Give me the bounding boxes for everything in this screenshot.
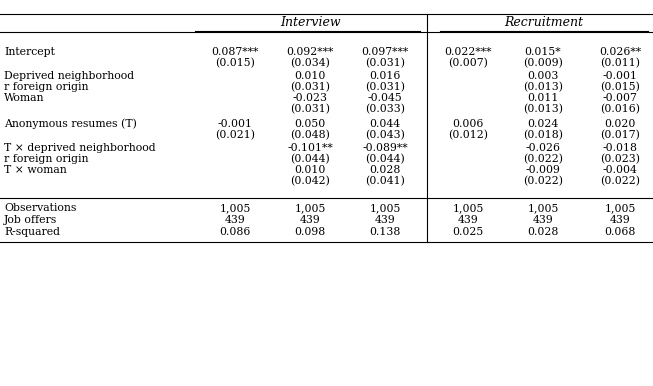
Text: (0.034): (0.034) xyxy=(290,58,330,68)
Text: 439: 439 xyxy=(225,215,246,225)
Text: (0.031): (0.031) xyxy=(365,82,405,92)
Text: 0.028: 0.028 xyxy=(528,227,559,237)
Text: (0.007): (0.007) xyxy=(448,58,488,68)
Text: (0.011): (0.011) xyxy=(600,58,640,68)
Text: T × deprived neighborhood: T × deprived neighborhood xyxy=(4,143,155,153)
Text: 0.087***: 0.087*** xyxy=(212,47,259,57)
Text: Intercept: Intercept xyxy=(4,47,55,57)
Text: 0.016: 0.016 xyxy=(370,71,401,81)
Text: 0.011: 0.011 xyxy=(528,93,559,103)
Text: (0.012): (0.012) xyxy=(448,130,488,140)
Text: 439: 439 xyxy=(610,215,630,225)
Text: 0.003: 0.003 xyxy=(528,71,559,81)
Text: 439: 439 xyxy=(300,215,321,225)
Text: 0.010: 0.010 xyxy=(295,165,326,175)
Text: 0.138: 0.138 xyxy=(370,227,401,237)
Text: (0.013): (0.013) xyxy=(523,82,563,92)
Text: 0.006: 0.006 xyxy=(453,119,484,129)
Text: -0.089**: -0.089** xyxy=(362,143,408,153)
Text: r foreign origin: r foreign origin xyxy=(4,82,89,92)
Text: (0.031): (0.031) xyxy=(365,58,405,68)
Text: 439: 439 xyxy=(533,215,553,225)
Text: -0.004: -0.004 xyxy=(603,165,637,175)
Text: (0.021): (0.021) xyxy=(215,130,255,140)
Text: (0.041): (0.041) xyxy=(365,176,405,186)
Text: Deprived neighborhood: Deprived neighborhood xyxy=(4,71,134,81)
Text: (0.042): (0.042) xyxy=(290,176,330,186)
Text: T × woman: T × woman xyxy=(4,165,67,175)
Text: 1,005: 1,005 xyxy=(604,203,635,213)
Text: 1,005: 1,005 xyxy=(295,203,326,213)
Text: (0.018): (0.018) xyxy=(523,130,563,140)
Text: 0.026**: 0.026** xyxy=(599,47,641,57)
Text: Anonymous resumes (T): Anonymous resumes (T) xyxy=(4,119,137,129)
Text: 439: 439 xyxy=(458,215,479,225)
Text: (0.022): (0.022) xyxy=(600,176,640,186)
Text: Woman: Woman xyxy=(4,93,44,103)
Text: 0.050: 0.050 xyxy=(295,119,326,129)
Text: 0.010: 0.010 xyxy=(295,71,326,81)
Text: Recruitment: Recruitment xyxy=(505,15,584,29)
Text: Observations: Observations xyxy=(4,203,76,213)
Text: -0.101**: -0.101** xyxy=(287,143,333,153)
Text: (0.044): (0.044) xyxy=(365,154,405,164)
Text: 0.022***: 0.022*** xyxy=(444,47,492,57)
Text: (0.017): (0.017) xyxy=(600,130,640,140)
Text: Interview: Interview xyxy=(279,15,340,29)
Text: (0.023): (0.023) xyxy=(600,154,640,164)
Text: (0.033): (0.033) xyxy=(365,104,405,114)
Text: 0.098: 0.098 xyxy=(295,227,326,237)
Text: 1,005: 1,005 xyxy=(219,203,251,213)
Text: (0.031): (0.031) xyxy=(290,104,330,114)
Text: (0.022): (0.022) xyxy=(523,154,563,164)
Text: -0.045: -0.045 xyxy=(368,93,402,103)
Text: 1,005: 1,005 xyxy=(528,203,559,213)
Text: (0.016): (0.016) xyxy=(600,104,640,114)
Text: 1,005: 1,005 xyxy=(453,203,484,213)
Text: -0.009: -0.009 xyxy=(526,165,560,175)
Text: -0.001: -0.001 xyxy=(603,71,637,81)
Text: 0.028: 0.028 xyxy=(370,165,401,175)
Text: 0.068: 0.068 xyxy=(604,227,635,237)
Text: 0.086: 0.086 xyxy=(219,227,251,237)
Text: Job offers: Job offers xyxy=(4,215,57,225)
Text: 0.015*: 0.015* xyxy=(525,47,562,57)
Text: -0.018: -0.018 xyxy=(603,143,637,153)
Text: (0.009): (0.009) xyxy=(523,58,563,68)
Text: R-squared: R-squared xyxy=(4,227,60,237)
Text: -0.001: -0.001 xyxy=(217,119,253,129)
Text: (0.015): (0.015) xyxy=(215,58,255,68)
Text: -0.007: -0.007 xyxy=(603,93,637,103)
Text: 0.092***: 0.092*** xyxy=(286,47,334,57)
Text: 0.024: 0.024 xyxy=(528,119,558,129)
Text: (0.044): (0.044) xyxy=(290,154,330,164)
Text: (0.031): (0.031) xyxy=(290,82,330,92)
Text: (0.015): (0.015) xyxy=(600,82,640,92)
Text: 1,005: 1,005 xyxy=(370,203,401,213)
Text: (0.013): (0.013) xyxy=(523,104,563,114)
Text: (0.022): (0.022) xyxy=(523,176,563,186)
Text: 439: 439 xyxy=(375,215,395,225)
Text: 0.020: 0.020 xyxy=(604,119,635,129)
Text: r foreign origin: r foreign origin xyxy=(4,154,89,164)
Text: 0.044: 0.044 xyxy=(370,119,400,129)
Text: 0.025: 0.025 xyxy=(453,227,484,237)
Text: -0.026: -0.026 xyxy=(526,143,560,153)
Text: 0.097***: 0.097*** xyxy=(361,47,409,57)
Text: (0.043): (0.043) xyxy=(365,130,405,140)
Text: (0.048): (0.048) xyxy=(290,130,330,140)
Text: -0.023: -0.023 xyxy=(293,93,328,103)
